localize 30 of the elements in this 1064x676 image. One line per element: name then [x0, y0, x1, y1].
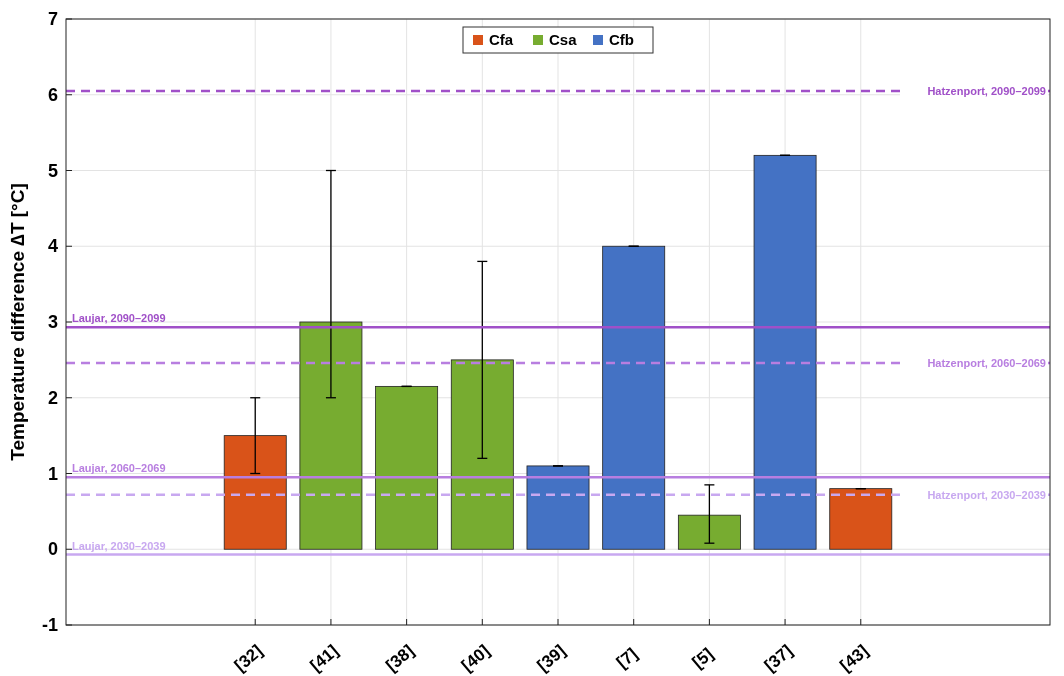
bar	[753, 154, 817, 550]
y-tick-label: 0	[47, 539, 58, 560]
ref-line-label: Laujar, 2060–2069	[72, 462, 166, 475]
ref-line-label: Laujar, 2090–2099	[72, 312, 166, 325]
y-tick-label: -1	[41, 615, 58, 635]
legend-label: Cfb	[609, 31, 634, 48]
bar	[450, 359, 514, 550]
y-tick-label: 2	[47, 387, 58, 408]
bar	[526, 465, 590, 550]
x-tick-label: [7]	[612, 644, 642, 673]
y-axis-title: Temperature difference ∆T [°C]	[7, 183, 28, 461]
y-tick-label: 7	[47, 9, 58, 29]
ref-line-label: Laujar, 2030–2039	[72, 539, 166, 552]
legend-label: Cfa	[489, 31, 514, 48]
ref-line-label: Hatzenport, 2090–2099	[927, 84, 1046, 97]
bar	[602, 245, 666, 550]
y-tick-label: 1	[47, 463, 58, 484]
ref-line-label: Hatzenport, 2030–2039	[927, 488, 1046, 501]
bar	[299, 321, 363, 550]
ref-line-label: Hatzenport, 2060–2069	[927, 356, 1046, 369]
bar	[677, 514, 741, 550]
y-tick-label: 3	[47, 312, 58, 332]
y-tick-label: 6	[47, 84, 58, 105]
bar	[223, 435, 287, 550]
y-tick-label: 5	[47, 160, 58, 181]
legend-label: Csa	[549, 31, 578, 48]
x-tick-label: [5]	[688, 644, 717, 673]
bar	[829, 488, 893, 550]
y-tick-label: 4	[47, 236, 58, 257]
bar	[375, 385, 439, 550]
